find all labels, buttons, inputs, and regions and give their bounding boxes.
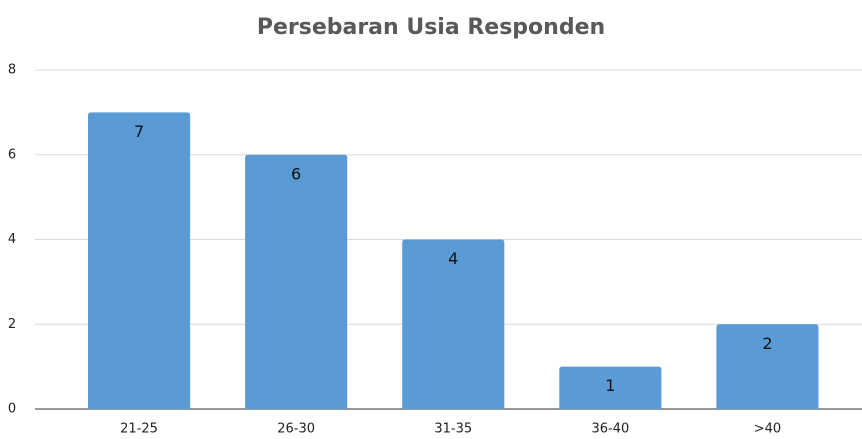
bar xyxy=(716,324,819,409)
data-label: 6 xyxy=(291,164,301,183)
x-tick-label: 21-25 xyxy=(120,422,158,437)
data-label: 1 xyxy=(605,376,615,395)
bar xyxy=(559,366,662,409)
data-label: 4 xyxy=(448,249,458,268)
bar xyxy=(245,154,348,409)
data-label: 7 xyxy=(134,122,144,141)
x-tick-label: 31-35 xyxy=(434,422,472,437)
x-tick-label: >40 xyxy=(754,422,781,437)
bar xyxy=(87,112,191,409)
y-tick-label: 8 xyxy=(8,63,16,78)
y-tick-label: 0 xyxy=(8,402,16,417)
x-tick-label: 36-40 xyxy=(591,422,629,437)
x-tick-label: 26-30 xyxy=(277,422,315,437)
chart-title: Persebaran Usia Responden xyxy=(257,15,605,40)
y-tick-label: 6 xyxy=(8,147,16,162)
y-tick-label: 2 xyxy=(8,317,16,332)
y-tick-label: 4 xyxy=(8,232,16,247)
bar xyxy=(402,239,505,409)
data-label: 2 xyxy=(762,334,772,353)
